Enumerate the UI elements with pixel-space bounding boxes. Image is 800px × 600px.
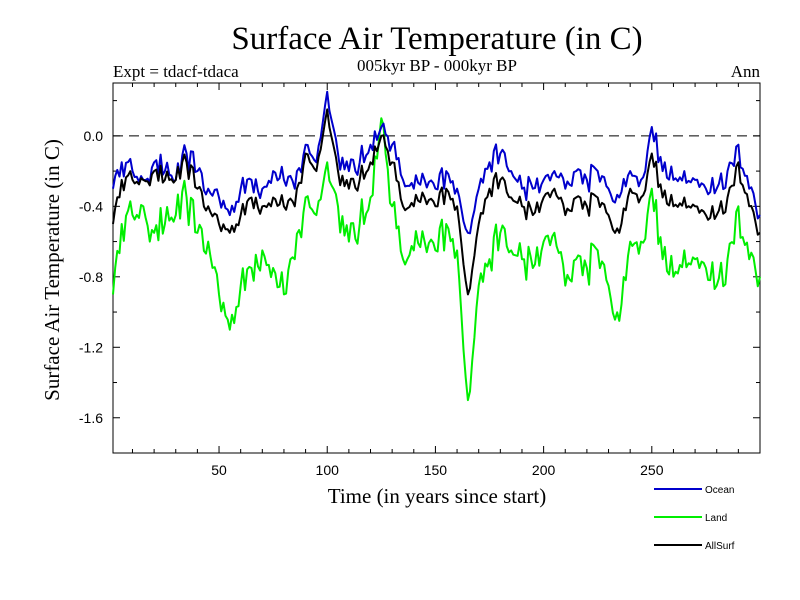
x-tick-label: 200 <box>532 462 556 478</box>
series-line-land <box>112 117 761 402</box>
legend-label-land: Land <box>705 513 727 524</box>
x-tick-label: 150 <box>424 462 448 478</box>
y-tick-label: -1.2 <box>79 339 103 355</box>
x-tick-label: 250 <box>640 462 664 478</box>
x-tick-label: 50 <box>211 462 227 478</box>
series-line-ocean <box>112 90 761 235</box>
y-axis-label: Surface Air Temperature (in C) <box>40 139 64 401</box>
x-tick-label: 100 <box>316 462 340 478</box>
legend-label-ocean: Ocean <box>705 485 734 496</box>
chart-subtitle: 005kyr BP - 000kyr BP <box>357 56 517 75</box>
data-series <box>112 90 761 402</box>
expt-label: Expt = tdacf-tdaca <box>113 62 239 81</box>
x-axis-label: Time (in years since start) <box>328 484 547 508</box>
y-tick-label: -0.8 <box>79 269 103 285</box>
axis-ticks: 50 100 150 200 250 0.0 -0.4 -0.8 -1.2 -1.6 <box>79 83 760 478</box>
y-tick-label: -0.4 <box>79 198 103 214</box>
chart-title: Surface Air Temperature (in C) <box>231 21 642 57</box>
period-label: Ann <box>731 62 761 81</box>
y-tick-label: -1.6 <box>79 410 103 426</box>
y-tick-label: 0.0 <box>84 128 104 144</box>
plot-frame <box>112 82 761 454</box>
legend-label-allsurf: AllSurf <box>705 541 735 552</box>
legend: Ocean Land AllSurf <box>654 485 735 552</box>
series-line-allsurf <box>112 108 761 296</box>
